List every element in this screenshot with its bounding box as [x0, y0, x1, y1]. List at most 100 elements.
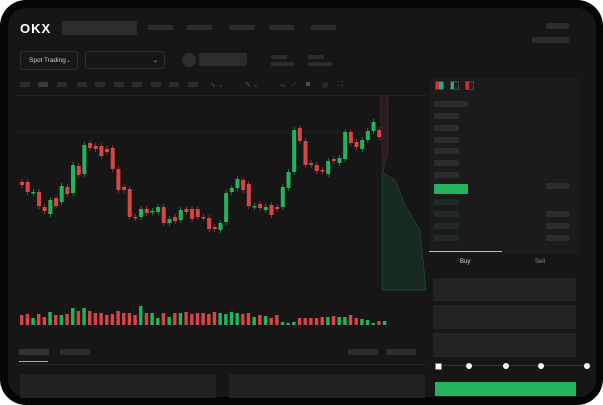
- amount-input[interactable]: [433, 305, 576, 329]
- order-book-asks-icon[interactable]: [465, 81, 474, 90]
- settings-icon[interactable]: ◎: [322, 82, 329, 89]
- order-book-price[interactable]: [434, 101, 468, 107]
- candle: [167, 219, 172, 223]
- volume-bar: [320, 317, 324, 325]
- volume-bar: [99, 313, 103, 325]
- interval-button[interactable]: [20, 82, 30, 87]
- order-book-price[interactable]: [434, 125, 459, 131]
- buy-button[interactable]: [435, 382, 576, 396]
- order-book-price[interactable]: [434, 172, 459, 178]
- okx-logo[interactable]: OKX: [20, 21, 52, 36]
- order-book-price[interactable]: [434, 113, 459, 119]
- interval-button[interactable]: [77, 82, 87, 87]
- candle: [280, 187, 285, 207]
- candle: [331, 159, 336, 161]
- search-bar[interactable]: [62, 21, 137, 35]
- candle: [88, 143, 93, 148]
- candle: [161, 207, 166, 223]
- volume-bar: [31, 318, 35, 325]
- line-icon[interactable]: 〜: [279, 83, 286, 90]
- volume-bar: [37, 314, 41, 325]
- volume-bar: [161, 313, 166, 325]
- volume-bar: [105, 315, 109, 325]
- interval-button[interactable]: [38, 82, 48, 87]
- volume-bar: [212, 312, 217, 325]
- volume-bar: [93, 313, 98, 325]
- amount-slider[interactable]: [438, 365, 587, 366]
- pair-selector[interactable]: ⌄: [85, 51, 165, 69]
- volume-bar: [76, 311, 81, 325]
- volume-bar: [280, 322, 285, 325]
- drawing-icon[interactable]: ✎ ⌄: [245, 82, 259, 89]
- tab-underline: [429, 251, 502, 252]
- order-book-bids-icon[interactable]: [450, 81, 459, 90]
- filter-button[interactable]: [348, 349, 378, 355]
- indicator-icon[interactable]: ∿ ⌄: [210, 82, 224, 89]
- nav-item[interactable]: [311, 25, 336, 30]
- volume-bar: [48, 312, 52, 325]
- ruler-icon[interactable]: ⟋: [292, 81, 297, 88]
- tab-underline: [19, 361, 48, 362]
- volume-bar: [309, 318, 313, 325]
- tab-open-orders[interactable]: [19, 349, 49, 355]
- fullscreen-icon[interactable]: ⛶: [338, 81, 343, 88]
- nav-item[interactable]: [148, 25, 173, 30]
- tab-sell[interactable]: Sell: [535, 259, 546, 265]
- volume-bar: [229, 312, 234, 325]
- interval-button[interactable]: [169, 82, 179, 87]
- volume-bar: [190, 314, 194, 325]
- tab-buy[interactable]: Buy: [460, 259, 471, 265]
- candle: [105, 149, 110, 152]
- order-book-price[interactable]: [434, 199, 459, 205]
- depth-asks: [379, 96, 389, 173]
- candle: [54, 198, 59, 206]
- nav-item[interactable]: [269, 25, 294, 30]
- volume-bar: [337, 317, 341, 325]
- interval-button[interactable]: [114, 82, 124, 87]
- order-book-price[interactable]: [434, 160, 459, 166]
- filter-button[interactable]: [386, 349, 416, 355]
- order-book-price[interactable]: [434, 148, 459, 154]
- volume-bar: [82, 308, 86, 325]
- tab-order-history[interactable]: [60, 349, 90, 355]
- price-value: [199, 53, 247, 66]
- candle: [139, 209, 144, 217]
- slider-stop[interactable]: [584, 363, 590, 369]
- candle: [286, 172, 291, 188]
- market-selector[interactable]: Spot Trading ⌄: [20, 51, 78, 70]
- slider-handle[interactable]: [435, 363, 442, 370]
- total-input[interactable]: [433, 333, 576, 357]
- order-book-both-icon[interactable]: [435, 81, 444, 90]
- volume-bar: [382, 321, 387, 325]
- volume-bar: [263, 316, 268, 325]
- order-book-price[interactable]: [434, 235, 459, 241]
- slider-stop[interactable]: [466, 363, 472, 369]
- slider-stop[interactable]: [538, 363, 544, 369]
- order-book-price[interactable]: [434, 137, 459, 143]
- interval-button[interactable]: [95, 82, 105, 87]
- candle: [337, 158, 342, 163]
- interval-button[interactable]: [151, 82, 161, 87]
- nav-item[interactable]: [229, 25, 255, 30]
- order-book-price[interactable]: [434, 211, 459, 217]
- volume-bar: [173, 313, 177, 325]
- chevron-down-icon: ⌄: [65, 58, 71, 64]
- divider: [16, 95, 428, 96]
- interval-button[interactable]: [132, 82, 142, 87]
- interval-button[interactable]: [57, 82, 67, 87]
- candle: [365, 131, 370, 140]
- candle: [173, 217, 178, 221]
- candle: [269, 205, 274, 215]
- interval-button[interactable]: [188, 82, 198, 87]
- market-selector-label: Spot Trading: [29, 57, 66, 64]
- order-book-price[interactable]: [434, 223, 459, 229]
- price-input[interactable]: [433, 278, 576, 301]
- nav-item[interactable]: [187, 25, 212, 30]
- slider-stop[interactable]: [503, 363, 509, 369]
- candle: [292, 130, 297, 172]
- camera-icon[interactable]: ◙: [306, 81, 311, 88]
- volume-bar: [144, 313, 149, 325]
- volume-bar: [258, 315, 262, 325]
- order-book-amount: [546, 223, 569, 229]
